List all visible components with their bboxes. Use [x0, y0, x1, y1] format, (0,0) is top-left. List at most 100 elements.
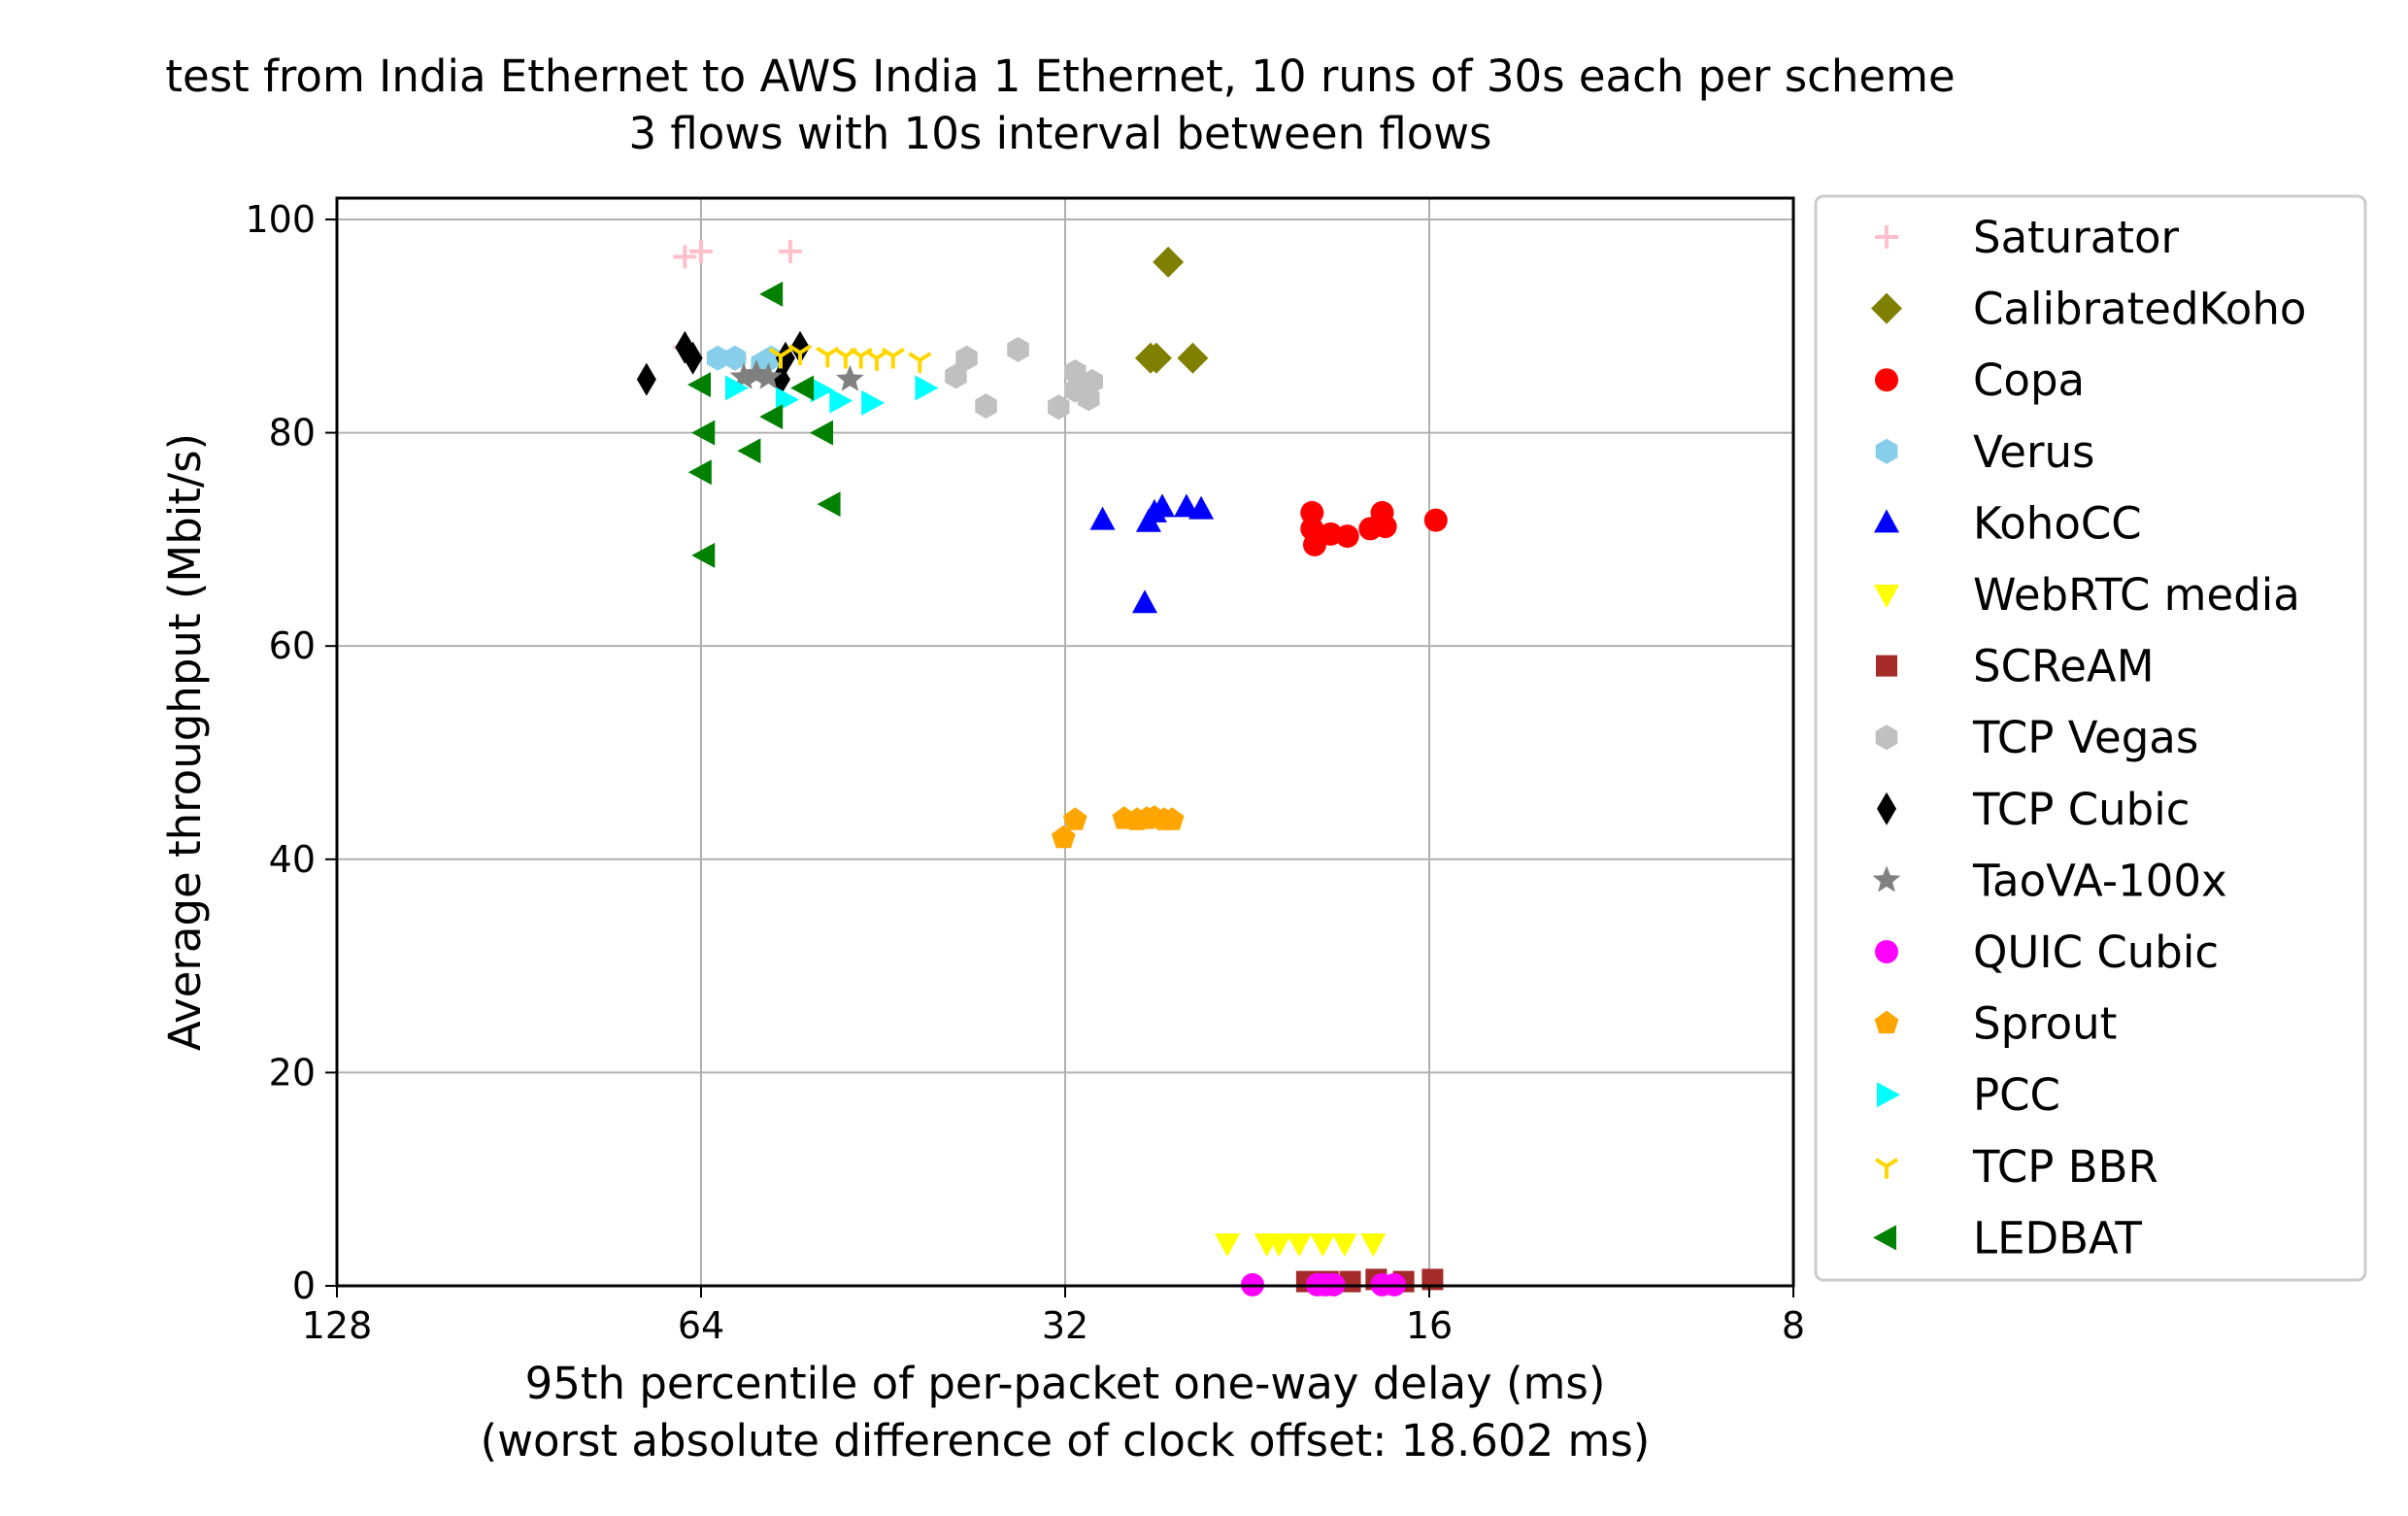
- point-verus: [706, 345, 729, 371]
- legend-label: QUIC Cubic: [1973, 926, 2219, 978]
- legend-label: TCP BBR: [1972, 1141, 2158, 1193]
- legend-label: PCC: [1973, 1069, 2060, 1121]
- point-tcp-bbr: [864, 350, 889, 371]
- y-tick-label: 80: [269, 412, 316, 455]
- legend-item-sprout: Sprout: [1874, 998, 2117, 1050]
- point-ledbat: [759, 404, 784, 430]
- point-tcp-vegas: [1081, 368, 1103, 394]
- point-tcp-vegas: [1064, 359, 1087, 385]
- x-tick-label: 64: [678, 1304, 724, 1347]
- point-ledbat: [810, 420, 834, 446]
- legend-label: KohoCC: [1973, 497, 2142, 549]
- y-tick-label: 0: [292, 1264, 316, 1307]
- point-kohocc: [1149, 493, 1175, 518]
- legend-item-quic-cubic: QUIC Cubic: [1875, 926, 2219, 978]
- point-taova-100x: [836, 364, 864, 391]
- point-tcp-vegas: [1048, 394, 1070, 421]
- legend-item-tcp-cubic: TCP Cubic: [1877, 784, 2190, 835]
- legend-item-taova-100x: TaoVA-100x: [1872, 855, 2227, 906]
- legend-marker-kohocc: [1874, 509, 1899, 533]
- series-taova-100x: [729, 359, 864, 391]
- point-copa: [1300, 500, 1324, 524]
- point-copa: [1423, 508, 1448, 532]
- point-tcp-cubic: [683, 341, 703, 375]
- legend-item-calibratedkoho: CalibratedKoho: [1871, 284, 2306, 335]
- series-pcc: [724, 375, 939, 416]
- point-copa: [1373, 515, 1397, 539]
- legend-label: WebRTC media: [1973, 569, 2300, 621]
- legend-marker-sprout: [1874, 1010, 1899, 1034]
- legend-label: CalibratedKoho: [1973, 284, 2306, 335]
- x-axis-label: 95th percentile of per-packet one-way de…: [525, 1358, 1606, 1409]
- point-saturator: [673, 245, 697, 269]
- x-tick-label: 32: [1042, 1304, 1088, 1347]
- legend: Saturator CalibratedKoho Copa Verus KohoCC We…: [1814, 194, 2367, 1282]
- legend-item-scream: SCReAM: [1876, 641, 2155, 692]
- point-pcc: [915, 375, 939, 401]
- legend-label: TCP Cubic: [1972, 784, 2190, 835]
- point-tcp-bbr: [908, 352, 932, 373]
- point-tcp-bbr: [768, 347, 793, 369]
- point-webrtc-media: [1331, 1233, 1357, 1258]
- legend-item-tcp-vegas: TCP Vegas: [1875, 712, 2198, 763]
- x-axis-ticks: 128 64 32 16 8: [302, 1286, 1805, 1347]
- legend-label: LEDBAT: [1973, 1212, 2142, 1263]
- point-calibratedkoho: [1140, 342, 1172, 374]
- series-calibratedkoho: [1134, 246, 1209, 374]
- point-ledbat: [691, 542, 716, 568]
- chart-subtitle: 3 flows with 10s interval between flows: [628, 108, 1491, 159]
- point-kohocc: [1173, 493, 1199, 518]
- legend-marker-tcp-vegas: [1875, 724, 1898, 751]
- point-calibratedkoho: [1153, 246, 1185, 278]
- grid: [336, 198, 1794, 1287]
- x-tick-label: 8: [1782, 1304, 1805, 1347]
- legend-label: Sprout: [1973, 998, 2117, 1050]
- point-sprout: [1051, 825, 1076, 849]
- point-taova-100x: [754, 362, 783, 389]
- legend-item-verus: Verus: [1875, 426, 2094, 478]
- point-sprout: [1062, 807, 1087, 830]
- y-axis-ticks: 0 20 40 60 80 100: [245, 198, 337, 1307]
- point-calibratedkoho: [1177, 342, 1209, 374]
- point-pcc: [861, 389, 886, 416]
- x-axis-label-note: (worst absolute difference of clock offs…: [481, 1415, 1651, 1466]
- point-tcp-vegas: [1007, 336, 1029, 362]
- point-ledbat: [687, 372, 711, 398]
- point-tcp-vegas: [975, 393, 997, 420]
- legend-item-saturator: Saturator: [1875, 212, 2180, 263]
- legend-marker-copa: [1875, 368, 1898, 392]
- x-tick-label: 16: [1406, 1304, 1453, 1347]
- point-copa: [1335, 524, 1359, 549]
- series-sprout: [1051, 805, 1185, 849]
- point-taova-100x: [729, 362, 758, 389]
- point-webrtc-media: [1360, 1233, 1387, 1258]
- legend-item-pcc: PCC: [1877, 1069, 2060, 1121]
- series-tcp-vegas: [945, 336, 1103, 421]
- point-webrtc-media: [1310, 1233, 1336, 1258]
- point-pcc: [829, 387, 853, 414]
- point-saturator: [778, 239, 802, 263]
- legend-label: Verus: [1973, 426, 2094, 478]
- point-saturator: [689, 239, 713, 263]
- x-tick-label: 128: [302, 1304, 373, 1347]
- point-ledbat: [790, 375, 815, 401]
- chart-title: test from India Ethernet to AWS India 1 …: [165, 51, 1955, 102]
- legend-label: TCP Vegas: [1972, 712, 2198, 763]
- legend-item-webrtc-media: WebRTC media: [1874, 569, 2300, 621]
- point-ledbat: [687, 459, 712, 486]
- legend-marker-scream: [1876, 655, 1897, 677]
- point-pcc: [724, 375, 749, 401]
- point-verus: [723, 345, 747, 371]
- y-tick-label: 60: [269, 624, 316, 667]
- point-webrtc-media: [1266, 1233, 1292, 1258]
- series-ledbat: [687, 281, 841, 568]
- point-tcp-bbr: [881, 347, 905, 369]
- legend-marker-verus: [1875, 438, 1898, 464]
- legend-marker-quic-cubic: [1875, 940, 1898, 963]
- legend-item-kohocc: KohoCC: [1874, 497, 2142, 549]
- point-webrtc-media: [1215, 1233, 1241, 1258]
- legend-box: [1814, 194, 2367, 1282]
- legend-marker-pcc: [1877, 1082, 1900, 1108]
- legend-label: Saturator: [1973, 212, 2180, 263]
